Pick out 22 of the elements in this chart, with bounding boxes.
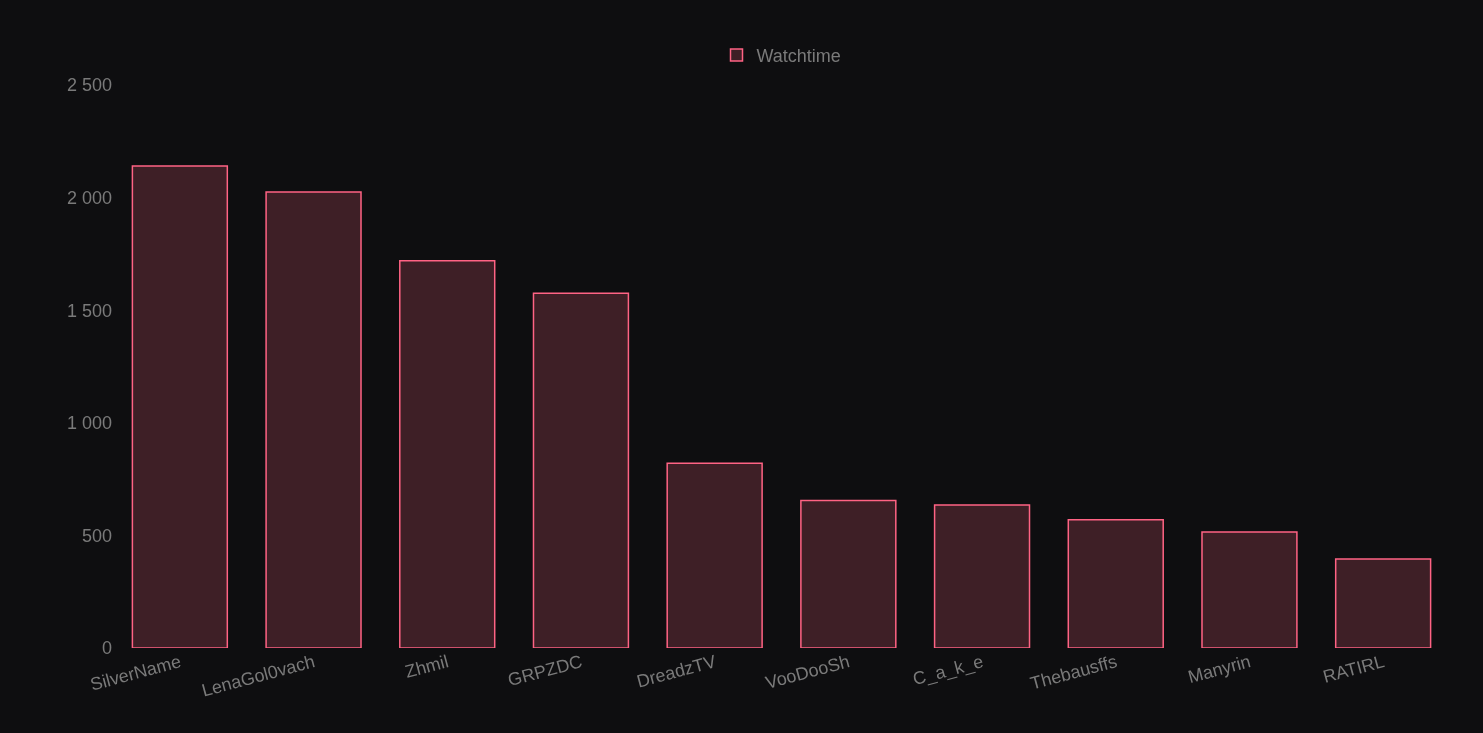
bar [933, 504, 1031, 648]
bar [1201, 531, 1298, 648]
y-tick-label: 500 [81, 525, 112, 546]
y-tick-label: 2 000 [66, 187, 112, 208]
x-tick-label: Zhmil [402, 651, 451, 682]
x-tick-label: GRPZDC [505, 651, 585, 691]
bar [1067, 518, 1164, 648]
y-tick-label: 0 [101, 638, 112, 659]
bar [532, 292, 630, 648]
legend-label: Watchtime [756, 45, 841, 66]
bar [399, 259, 496, 648]
bar [1334, 558, 1432, 648]
y-tick-label: 1 500 [66, 300, 112, 321]
y-tick-label: 1 000 [66, 413, 112, 434]
bar [265, 191, 362, 648]
bar [666, 462, 763, 648]
y-tick-label: 2 500 [66, 75, 112, 96]
x-tick-label: Manyrin [1185, 651, 1253, 688]
x-tick-label: C_a_k_e [910, 651, 986, 691]
bar [131, 165, 229, 648]
x-tick-label: RATIRL [1320, 651, 1387, 687]
bar [800, 499, 897, 648]
